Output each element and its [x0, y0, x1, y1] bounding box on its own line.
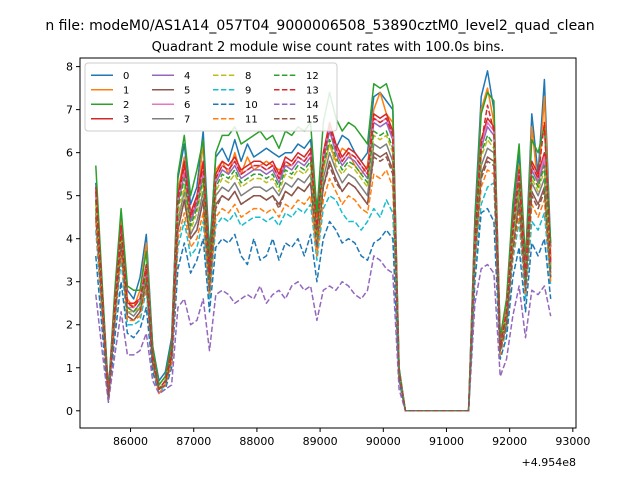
- x-offset-label: +4.954e8: [522, 456, 576, 469]
- legend-label-12: 12: [306, 71, 319, 82]
- y-tick-label: 1: [66, 362, 73, 375]
- legend-label-14: 14: [306, 100, 319, 111]
- y-tick-label: 6: [66, 147, 73, 160]
- series-line-11: [95, 169, 552, 412]
- legend-label-9: 9: [245, 85, 251, 96]
- series-line-0: [95, 70, 552, 412]
- series-line-8: [95, 134, 552, 412]
- series-line-10: [95, 207, 552, 412]
- x-axis: 86000 87000 88000 89000 90000 91000 92000 93000: [113, 428, 590, 448]
- y-tick-label: 0: [66, 405, 73, 418]
- legend-label-0: 0: [123, 71, 129, 82]
- series-line-13: [95, 104, 552, 412]
- y-axis: 0 1 2 3 4 5 6 7 8: [66, 61, 80, 418]
- legend-label-5: 5: [184, 85, 190, 96]
- legend-label-7: 7: [184, 114, 190, 125]
- legend-label-10: 10: [245, 100, 258, 111]
- series-line-14: [95, 255, 552, 412]
- y-tick-label: 3: [66, 276, 73, 289]
- x-tick-label: 86000: [113, 435, 148, 448]
- legend-label-11: 11: [245, 114, 258, 125]
- chart-title: Quadrant 2 module wise count rates with …: [152, 40, 505, 55]
- chart-suptitle: n file: modeM0/AS1A14_057T04_9000006508_…: [45, 18, 594, 34]
- y-tick-label: 2: [66, 319, 73, 332]
- legend-label-15: 15: [306, 114, 319, 125]
- x-tick-label: 87000: [176, 435, 211, 448]
- y-tick-label: 7: [66, 104, 73, 117]
- x-tick-label: 93000: [555, 435, 590, 448]
- x-tick-label: 89000: [303, 435, 338, 448]
- series-line-9: [95, 182, 552, 412]
- legend-label-3: 3: [123, 114, 129, 125]
- plot-area: [95, 70, 552, 412]
- legend-frame: [84, 62, 338, 132]
- x-tick-label: 90000: [366, 435, 401, 448]
- legend-label-8: 8: [245, 71, 251, 82]
- y-tick-label: 5: [66, 190, 73, 203]
- y-tick-label: 4: [66, 233, 73, 246]
- legend-label-4: 4: [184, 71, 190, 82]
- y-tick-label: 8: [66, 61, 73, 74]
- legend-label-1: 1: [123, 85, 129, 96]
- x-tick-label: 92000: [492, 435, 527, 448]
- x-tick-label: 88000: [239, 435, 274, 448]
- axes-frame: [79, 57, 577, 429]
- legend-label-6: 6: [184, 100, 190, 111]
- series-line-15: [95, 156, 552, 412]
- legend-label-13: 13: [306, 85, 319, 96]
- x-tick-label: 91000: [429, 435, 464, 448]
- legend-label-2: 2: [123, 100, 129, 111]
